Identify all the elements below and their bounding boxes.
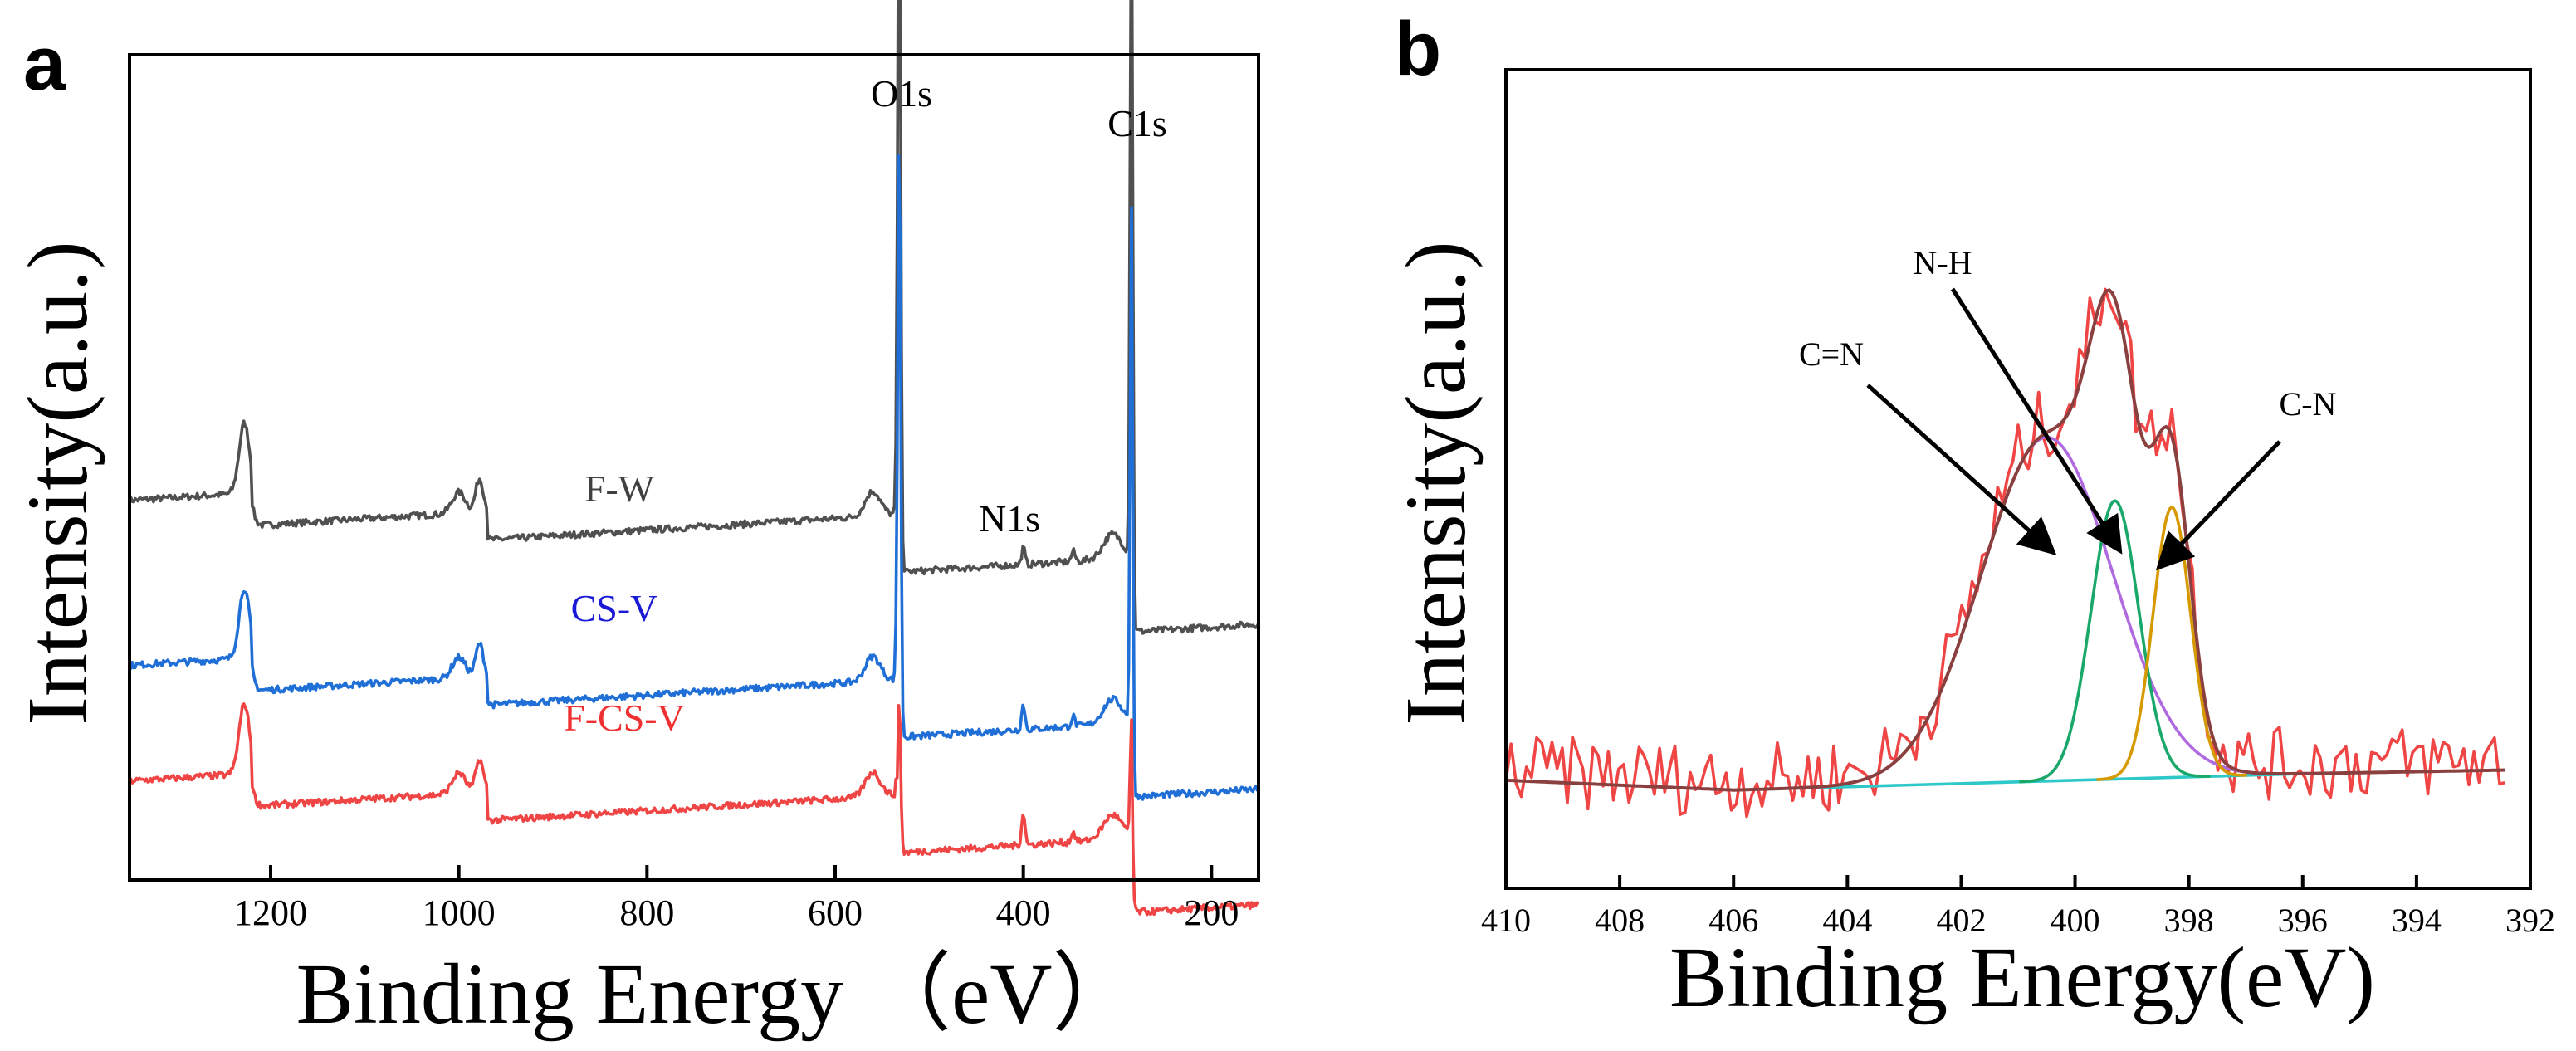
panel-b-x-tick-label: 400 [2051, 902, 2100, 939]
panel-b-x-tick-label: 404 [1822, 902, 1872, 939]
panel-b-x-tick-label: 406 [1708, 902, 1758, 939]
panel-a-annotation-o1s: O1s [871, 72, 932, 115]
series-line-f-w [128, 0, 1260, 635]
panel-a-survey-spectrum: a 1200 1000 800 600 400 200 O1s C1s N1s F-W C… [10, 0, 1260, 1042]
fit-envelope-line [1505, 288, 2505, 792]
panel-a-x-axis-title: Binding Energy （eV） [296, 946, 1139, 1042]
series-label-f-w: F-W [584, 467, 655, 510]
panel-a-x-tick-label: 800 [619, 892, 674, 933]
panel-a-x-tick-label: 1200 [234, 892, 307, 933]
panel-a-x-tick-label: 1000 [423, 892, 496, 933]
panel-b-annotation-n-h: N-H [1913, 244, 1972, 281]
panel-b-arrow-c-n [2155, 440, 2281, 571]
panel-a-x-tick-label: 600 [808, 892, 863, 933]
panel-b-arrow-n-h [1950, 287, 2123, 555]
series-line-f-cs-v [129, 702, 1259, 917]
series-line-cs-v [128, 154, 1259, 801]
panel-b-x-tick-label: 408 [1595, 902, 1645, 939]
component-c-n [2096, 505, 2247, 781]
panel-b-x-tick-label: 394 [2392, 902, 2442, 939]
panel-b-x-tick-label: 392 [2505, 902, 2555, 939]
panel-b-x-tick-label: 396 [2278, 902, 2328, 939]
panel-a-annotation-c1s: C1s [1107, 102, 1167, 144]
raw-data-line [1504, 287, 2505, 819]
component-n-h [2019, 499, 2211, 784]
panel-a-x-tick-label: 400 [996, 892, 1051, 933]
series-label-cs-v: CS-V [571, 587, 658, 629]
panel-b-annotation-c-eq-n: C=N [1799, 335, 1864, 373]
panel-a-x-tick-label: 200 [1184, 892, 1239, 933]
panel-b-x-ticks: 410 408 406 404 402 400 398 396 394 392 [1481, 875, 2555, 939]
panel-a-label: a [23, 22, 66, 106]
panel-a-annotation-n1s: N1s [979, 497, 1040, 540]
panel-b-y-axis-title: Intensity(a.u.) [1388, 241, 1484, 725]
panel-b-x-tick-label: 398 [2164, 902, 2214, 939]
panel-b-n1s-spectrum: b 410 408 406 404 402 400 398 396 394 392 N-H C=N… [1388, 7, 2555, 1025]
series-label-f-cs-v: F-CS-V [564, 697, 685, 739]
panel-b-x-tick-label: 410 [1481, 902, 1531, 939]
component-c-eq-n [1784, 435, 2308, 790]
panel-a-y-axis-title: Intensity(a.u.) [10, 241, 105, 725]
panel-b-x-axis-title: Binding Energy(eV) [1669, 930, 2375, 1025]
panel-b-plot-frame [1504, 68, 2532, 890]
panel-a-series-group [128, 0, 1260, 917]
panel-a-x-ticks: 1200 1000 800 600 400 200 [234, 865, 1239, 933]
panel-a-plot-frame [128, 53, 1260, 882]
panel-b-label: b [1395, 7, 1441, 91]
panel-b-arrow-c-eq-n [1866, 384, 2057, 556]
panel-b-annotation-c-n: C-N [2280, 385, 2337, 423]
panel-b-x-tick-label: 402 [1936, 902, 1986, 939]
